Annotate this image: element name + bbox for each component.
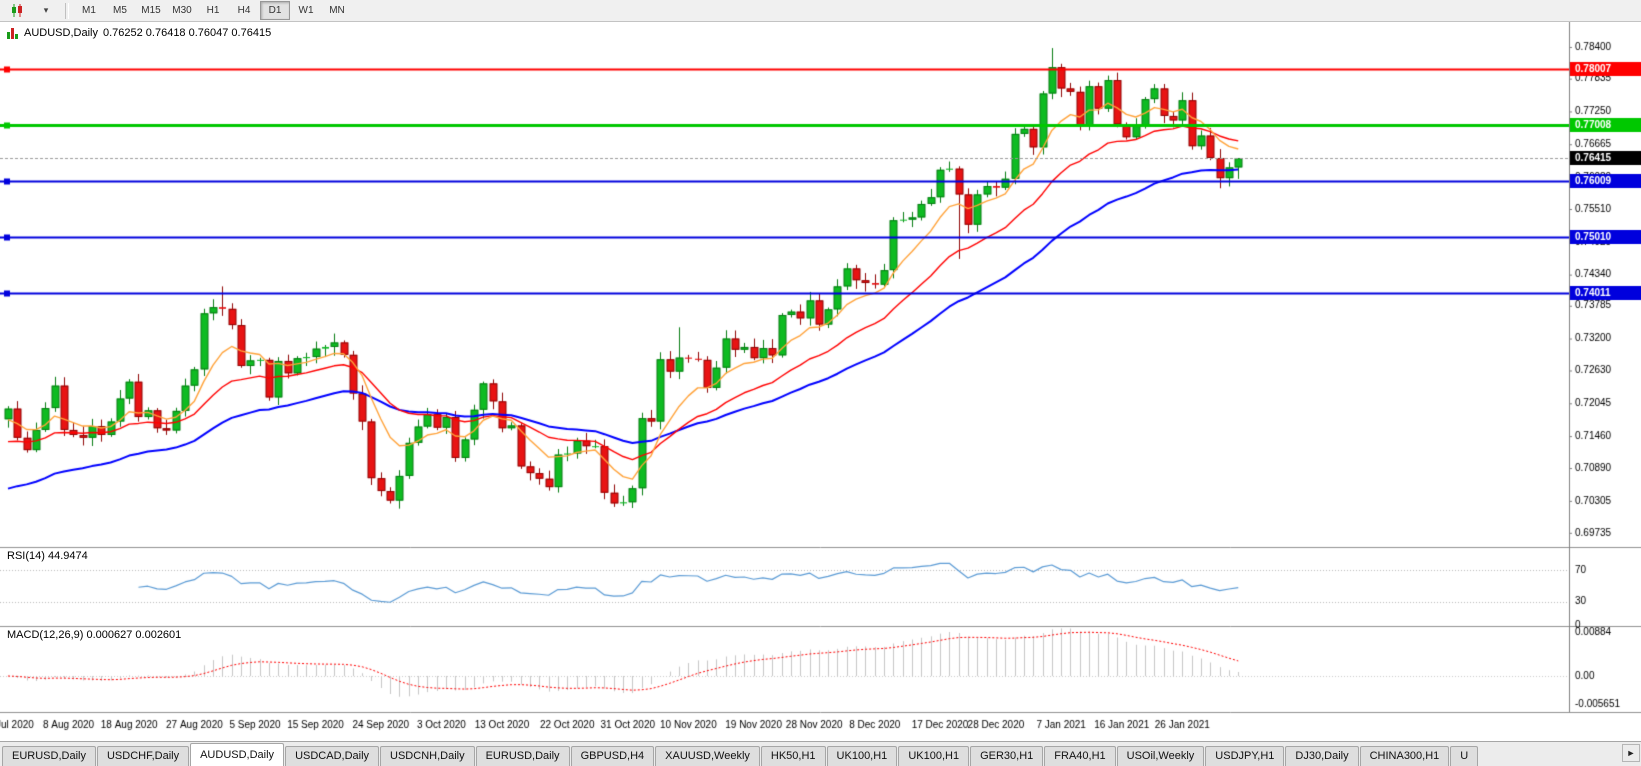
tab-scroll-right-button[interactable]: ► (1622, 744, 1640, 762)
chart-tab-usdcnh-daily[interactable]: USDCNH,Daily (380, 746, 475, 766)
chart-tab-dj30-daily[interactable]: DJ30,Daily (1285, 746, 1359, 766)
chart-ohlc-values: 0.76252 0.76418 0.76047 0.76415 (102, 27, 272, 39)
macd-indicator-label: MACD(12,26,9) 0.000627 0.002601 (7, 629, 182, 641)
chart-symbol-label: AUDUSD,Daily (24, 27, 98, 39)
price-chart-canvas[interactable] (0, 22, 1641, 738)
chart-type-icon[interactable] (3, 1, 31, 21)
chart-type-dropdown-caret-icon[interactable]: ▾ (43, 5, 49, 15)
timeframe-button-group: M1 M5 M15 M30 H1 H4 D1 W1 MN (74, 1, 352, 20)
chart-tab-gbpusd-h4[interactable]: GBPUSD,H4 (570, 746, 655, 766)
chart-tab-usdjpy-h1[interactable]: USDJPY,H1 (1205, 746, 1285, 766)
chart-tabs: EURUSD,Daily USDCHF,Daily AUDUSD,Daily USDC… (2, 743, 1479, 766)
chart-tab-usoil-weekly[interactable]: USOil,Weekly (1116, 746, 1205, 766)
timeframe-button-M1[interactable]: M1 (82, 5, 96, 16)
candlestick-chart-icon (11, 4, 22, 17)
top-toolbar: ▾ M1 M5 M15 M30 H1 H4 D1 W1 MN (0, 0, 1641, 22)
chart-tab-ger30-h1[interactable]: GER30,H1 (970, 746, 1044, 766)
chart-tab-xauusd-weekly[interactable]: XAUUSD,Weekly (655, 746, 760, 766)
chart-tab-u[interactable]: U (1450, 746, 1479, 766)
chart-tab-uk100-h1[interactable]: UK100,H1 (826, 746, 898, 766)
chart-tab-bar: EURUSD,Daily USDCHF,Daily AUDUSD,Daily USDC… (0, 741, 1641, 766)
chart-tab-usdcad-daily[interactable]: USDCAD,Daily (285, 746, 380, 766)
chart-tab-uk100-h1[interactable]: UK100,H1 (898, 746, 970, 766)
chart-tab-eurusd-daily[interactable]: EURUSD,Daily (475, 746, 570, 766)
timeframe-button-M30[interactable]: M30 (172, 5, 192, 16)
timeframe-button-W1[interactable]: W1 (298, 5, 314, 16)
timeframe-button-M15[interactable]: M15 (141, 5, 161, 16)
rsi-indicator-label: RSI(14) 44.9474 (7, 550, 88, 562)
chart-tab-audusd-daily[interactable]: AUDUSD,Daily (190, 743, 285, 766)
timeframe-button-H1[interactable]: H1 (206, 5, 220, 16)
chart-window-title: AUDUSD,Daily 0.76252 0.76418 0.76047 0.7… (7, 27, 271, 39)
timeframe-button-MN[interactable]: MN (329, 5, 345, 16)
chart-tab-hk50-h1[interactable]: HK50,H1 (760, 746, 826, 766)
chart-tab-usdchf-daily[interactable]: USDCHF,Daily (96, 746, 190, 766)
chart-tab-eurusd-daily[interactable]: EURUSD,Daily (2, 746, 96, 766)
chart-tab-china300-h1[interactable]: CHINA300,H1 (1359, 746, 1450, 766)
timeframe-button-H4[interactable]: H4 (237, 5, 251, 16)
timeframe-button-D1[interactable]: D1 (260, 1, 290, 20)
toolbar-separator (65, 2, 69, 19)
chart-tab-fra40-h1[interactable]: FRA40,H1 (1044, 746, 1116, 766)
timeframe-button-M5[interactable]: M5 (113, 5, 127, 16)
chart-symbol-icon (7, 27, 19, 39)
